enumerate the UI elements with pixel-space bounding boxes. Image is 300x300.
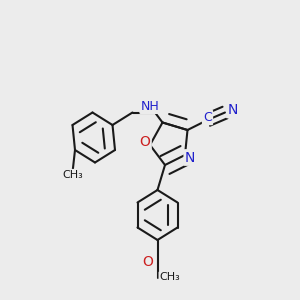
Text: C: C [203, 111, 212, 124]
Text: N: N [227, 103, 238, 117]
Text: CH₃: CH₃ [62, 170, 83, 180]
Text: CH₃: CH₃ [160, 272, 180, 283]
Text: O: O [140, 136, 150, 149]
Text: N: N [185, 151, 195, 164]
Text: NH: NH [141, 100, 159, 113]
Text: O: O [142, 256, 153, 269]
